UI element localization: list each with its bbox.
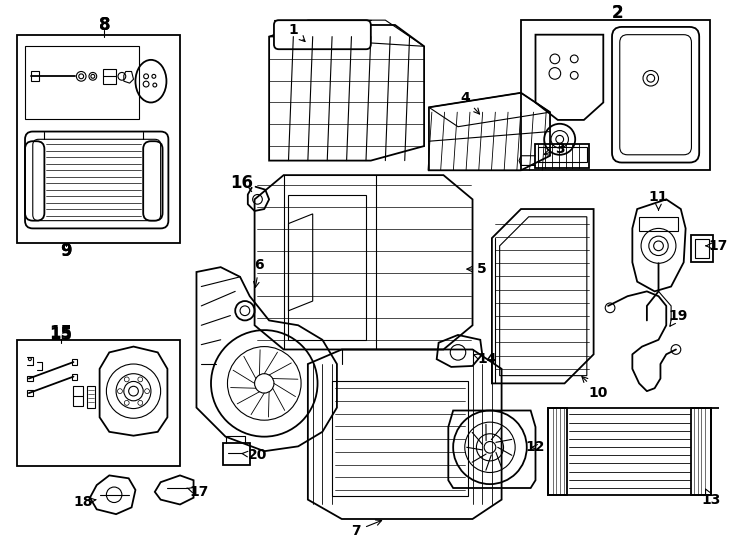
FancyBboxPatch shape: [612, 27, 700, 163]
Bar: [87, 386, 95, 408]
Bar: [25, 46, 139, 119]
Bar: [521, 20, 710, 170]
Text: 15: 15: [49, 326, 73, 344]
Bar: [536, 144, 589, 168]
Text: 19: 19: [668, 308, 688, 326]
Bar: [73, 386, 83, 406]
Bar: [691, 408, 711, 495]
Text: 4: 4: [460, 91, 479, 114]
Bar: [18, 35, 180, 243]
Bar: [27, 390, 33, 396]
Bar: [27, 376, 33, 381]
Bar: [332, 381, 468, 496]
Bar: [71, 359, 77, 365]
Text: 15: 15: [49, 324, 73, 342]
Text: 12: 12: [526, 440, 545, 454]
Text: 9: 9: [60, 242, 71, 260]
Bar: [639, 217, 678, 231]
Bar: [31, 71, 39, 81]
Text: 3: 3: [544, 142, 564, 156]
Bar: [222, 443, 250, 465]
Text: 16: 16: [230, 174, 253, 192]
Text: 14: 14: [473, 352, 497, 366]
Text: 8: 8: [98, 16, 110, 34]
Text: 9: 9: [60, 242, 71, 260]
Text: 6: 6: [254, 258, 264, 287]
Bar: [103, 69, 116, 84]
Bar: [71, 374, 77, 380]
Bar: [691, 235, 713, 262]
Text: 5: 5: [467, 262, 487, 276]
Text: 11: 11: [649, 191, 668, 210]
FancyBboxPatch shape: [274, 20, 371, 49]
Bar: [548, 408, 711, 495]
Text: 2: 2: [612, 4, 624, 22]
FancyBboxPatch shape: [33, 139, 161, 221]
Text: 10: 10: [582, 376, 608, 400]
Text: 17: 17: [706, 239, 728, 253]
Bar: [695, 239, 709, 259]
Text: 18: 18: [73, 495, 96, 509]
Text: 20: 20: [242, 448, 267, 462]
Text: 13: 13: [701, 489, 721, 507]
Text: 2: 2: [612, 4, 624, 22]
Bar: [18, 340, 180, 465]
FancyBboxPatch shape: [25, 132, 168, 228]
Text: 1: 1: [288, 23, 305, 42]
Text: 17: 17: [187, 485, 209, 499]
Bar: [539, 147, 586, 161]
Text: 8: 8: [98, 16, 110, 34]
Bar: [548, 408, 567, 495]
Text: 7: 7: [352, 520, 382, 538]
FancyBboxPatch shape: [619, 35, 691, 155]
